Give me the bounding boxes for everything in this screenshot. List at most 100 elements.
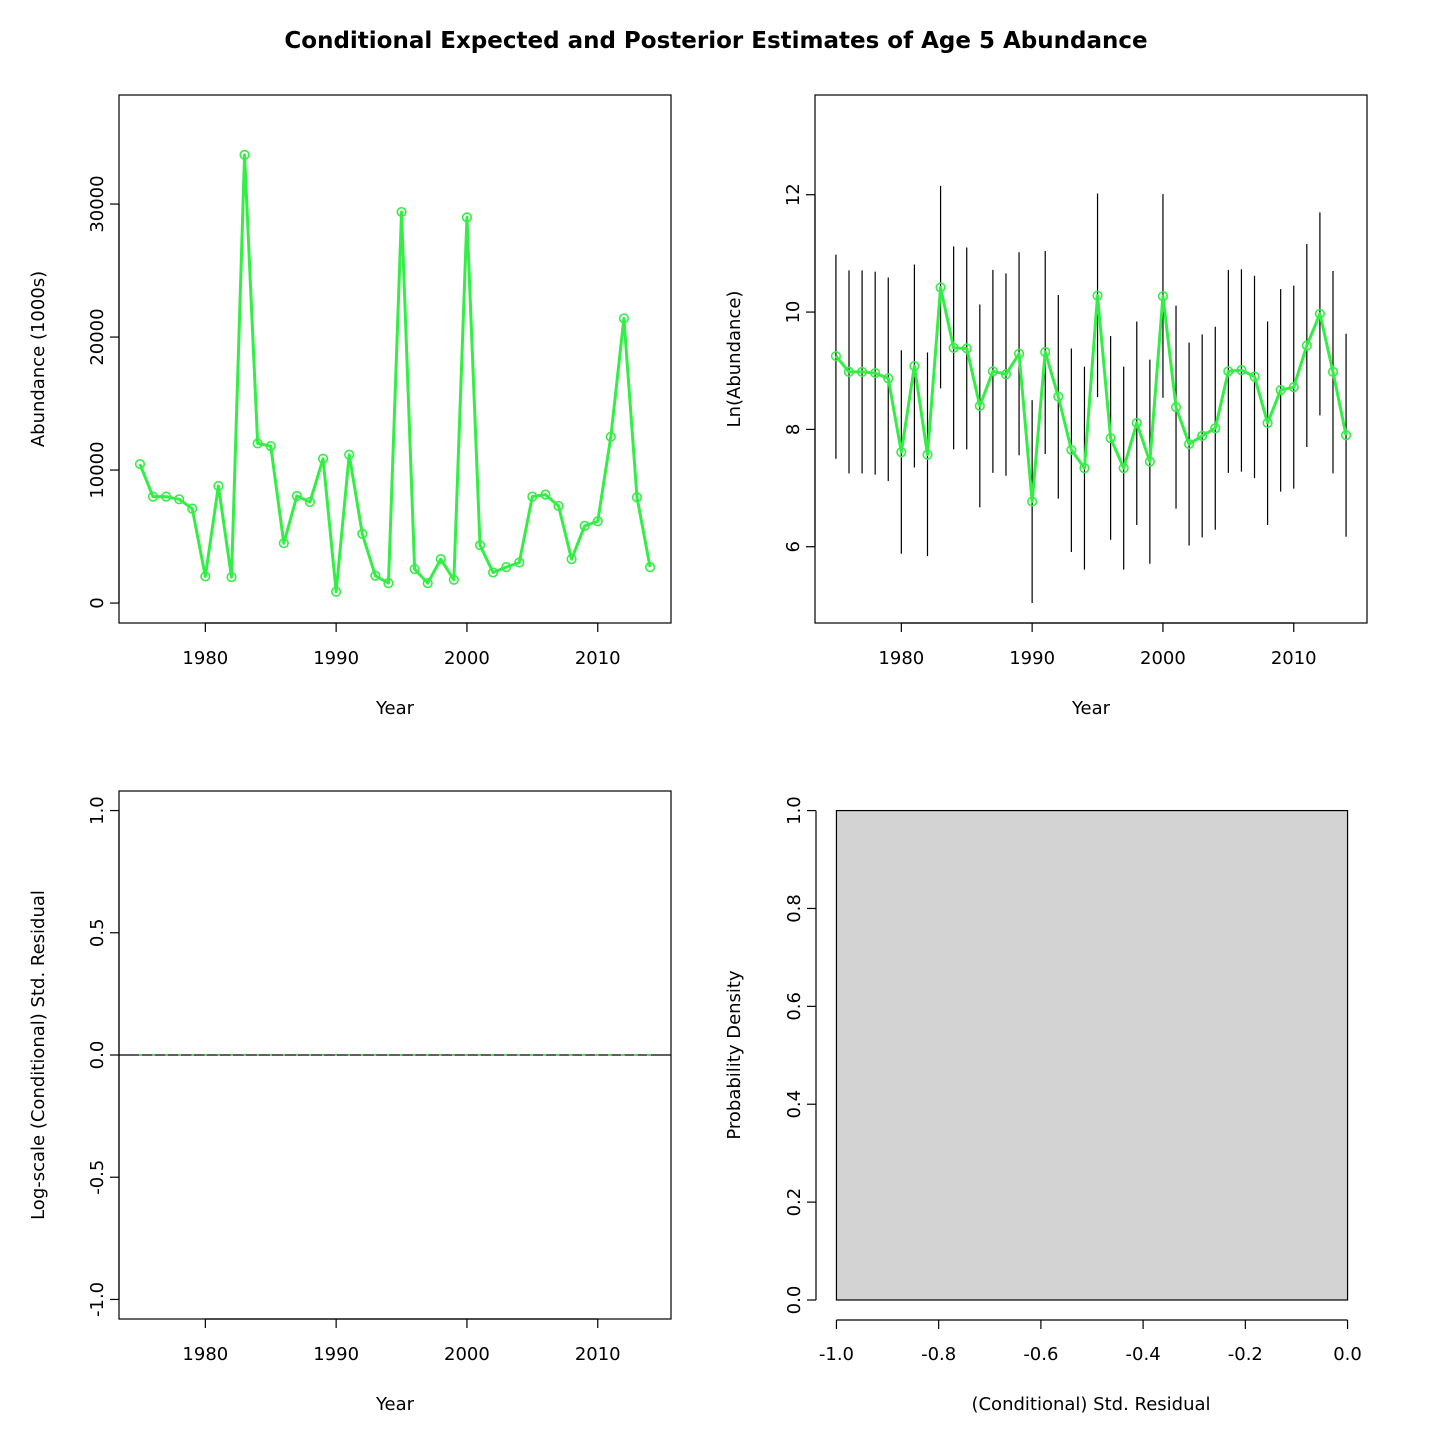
residuals-data-point bbox=[165, 1054, 167, 1056]
residuals-data-point bbox=[269, 1054, 272, 1056]
abundance-data-point bbox=[618, 313, 630, 324]
histogram-axes-group: -1.0 -0.8 -0.6 -0.4 -0.2 0.0 0.0 0.2 0.4 0.6 0.8 1.… bbox=[784, 796, 1362, 1365]
abundance-data-point bbox=[474, 540, 486, 551]
ln-abundance-data-point bbox=[948, 342, 959, 353]
ln-abundance-data-point bbox=[856, 366, 868, 378]
abundance-y-tick-label: 0 bbox=[87, 597, 108, 608]
abundance-x-tick-label: 2000 bbox=[444, 648, 490, 669]
abundance-data-point bbox=[422, 578, 433, 589]
residuals-data-point bbox=[204, 1054, 207, 1056]
residuals-x-tick-label: 2010 bbox=[575, 1344, 621, 1365]
abundance-data-point bbox=[540, 489, 551, 500]
abundance-series-group bbox=[134, 149, 656, 597]
abundance-data-point bbox=[566, 554, 577, 565]
histogram-y-tick-label: 0.0 bbox=[784, 1286, 805, 1315]
abundance-data-point bbox=[317, 453, 329, 464]
residuals-data-point bbox=[152, 1054, 154, 1056]
abundance-data-point bbox=[265, 441, 276, 452]
histogram-x-tick-label: -0.2 bbox=[1228, 1344, 1263, 1365]
residuals-data-point bbox=[596, 1054, 599, 1056]
figure-title: Conditional Expected and Posterior Estim… bbox=[284, 28, 1147, 54]
residuals-data-point bbox=[531, 1054, 534, 1056]
ln-abundance-data-point bbox=[909, 360, 920, 372]
ln-abundance-series-line bbox=[834, 285, 1348, 504]
residuals-data-point bbox=[570, 1054, 573, 1056]
ln-abundance-data-point bbox=[1210, 423, 1221, 434]
abundance-x-tick-label: 1980 bbox=[182, 648, 228, 669]
abundance-data-point bbox=[488, 567, 499, 578]
abundance-data-point bbox=[527, 491, 538, 502]
ln-abundance-data-point bbox=[1197, 430, 1208, 441]
residuals-y-tick-label: 0.5 bbox=[87, 918, 108, 947]
ln-abundance-data-point bbox=[1301, 340, 1312, 351]
abundance-data-point bbox=[579, 520, 590, 532]
abundance-y-tick-label: 30000 bbox=[87, 175, 108, 232]
ln-abundance-data-point bbox=[1066, 444, 1077, 456]
abundance-y-axis-label: Abundance (1000s) bbox=[28, 271, 49, 447]
abundance-data-point bbox=[396, 206, 407, 218]
abundance-y-tick-label: 10000 bbox=[87, 441, 108, 498]
abundance-data-point bbox=[501, 562, 512, 573]
abundance-data-point bbox=[631, 492, 643, 503]
ln-abundance-x-tick-label: 1990 bbox=[1009, 648, 1055, 669]
abundance-data-point bbox=[592, 516, 603, 527]
residuals-data-point bbox=[178, 1054, 181, 1056]
abundance-data-point bbox=[344, 449, 355, 460]
residuals-data-point bbox=[544, 1054, 547, 1056]
ln-abundance-data-point bbox=[1144, 456, 1155, 467]
histogram-y-tick-label: 0.4 bbox=[784, 1090, 805, 1119]
ln-abundance-data-point bbox=[1131, 417, 1142, 429]
abundance-data-point bbox=[435, 554, 446, 565]
ln-abundance-data-point bbox=[1027, 496, 1038, 507]
histogram-x-tick-label: 0.0 bbox=[1333, 1344, 1362, 1365]
ln-abundance-data-point bbox=[1157, 291, 1169, 302]
histogram-bars-group bbox=[835, 809, 1349, 1301]
residuals-data-point bbox=[322, 1054, 324, 1056]
ln-abundance-series-group bbox=[830, 185, 1352, 604]
abundance-data-point bbox=[331, 586, 342, 597]
ln-abundance-data-point bbox=[1262, 417, 1273, 429]
abundance-x-tick-label: 1990 bbox=[313, 648, 359, 669]
residuals-axes-group: 1980 1990 2000 2010 -1.0 -0.5 0.0 0.5 1.0 bbox=[87, 796, 621, 1365]
residuals-data-point bbox=[636, 1054, 638, 1056]
abundance-data-point bbox=[461, 212, 473, 223]
ln-abundance-data-point bbox=[935, 282, 946, 293]
ln-abundance-data-point bbox=[1249, 371, 1260, 382]
ln-abundance-data-point bbox=[1275, 384, 1286, 396]
histogram-x-tick-label: -0.4 bbox=[1126, 1344, 1161, 1365]
abundance-data-point bbox=[239, 149, 250, 160]
ln-abundance-data-point bbox=[1327, 366, 1339, 378]
panel-ln-abundance: 1980 1990 2000 2010 6 8 10 12 Year Ln(Abundance… bbox=[724, 94, 1368, 719]
abundance-x-axis-label: Year bbox=[375, 698, 415, 719]
residuals-data-point bbox=[335, 1054, 338, 1056]
abundance-data-point bbox=[514, 557, 525, 568]
histogram-x-tick-label: -0.6 bbox=[1023, 1344, 1058, 1365]
ln-abundance-y-tick-label: 6 bbox=[783, 541, 804, 552]
ln-abundance-data-point bbox=[1236, 365, 1247, 376]
abundance-data-point bbox=[160, 491, 172, 502]
ln-abundance-data-point bbox=[870, 367, 881, 379]
histogram-y-tick-label: 1.0 bbox=[784, 796, 805, 825]
histogram-y-tick-label: 0.6 bbox=[784, 992, 805, 1021]
residuals-data-point bbox=[348, 1054, 351, 1056]
residuals-data-point bbox=[139, 1054, 141, 1056]
residuals-data-point bbox=[479, 1054, 481, 1056]
abundance-data-point bbox=[174, 494, 185, 505]
ln-abundance-data-point bbox=[1314, 308, 1326, 319]
abundance-data-point bbox=[213, 480, 224, 492]
residuals-x-axis-label: Year bbox=[375, 1394, 415, 1415]
ln-abundance-plot-frame bbox=[814, 94, 1368, 624]
residuals-data-point bbox=[426, 1054, 429, 1056]
residuals-y-tick-label: 1.0 bbox=[87, 796, 108, 825]
ln-abundance-data-point bbox=[1184, 438, 1195, 450]
abundance-data-point bbox=[304, 496, 316, 508]
residuals-y-tick-label: 0.0 bbox=[87, 1041, 108, 1070]
ln-abundance-x-axis-label: Year bbox=[1071, 698, 1111, 719]
histogram-x-tick-label: -0.8 bbox=[921, 1344, 956, 1365]
histogram-x-axis-label: (Conditional) Std. Residual bbox=[971, 1394, 1210, 1415]
residuals-data-point bbox=[256, 1054, 259, 1056]
ln-abundance-data-point bbox=[974, 400, 985, 412]
residuals-data-point bbox=[557, 1054, 560, 1056]
ln-abundance-data-point bbox=[1053, 391, 1064, 402]
